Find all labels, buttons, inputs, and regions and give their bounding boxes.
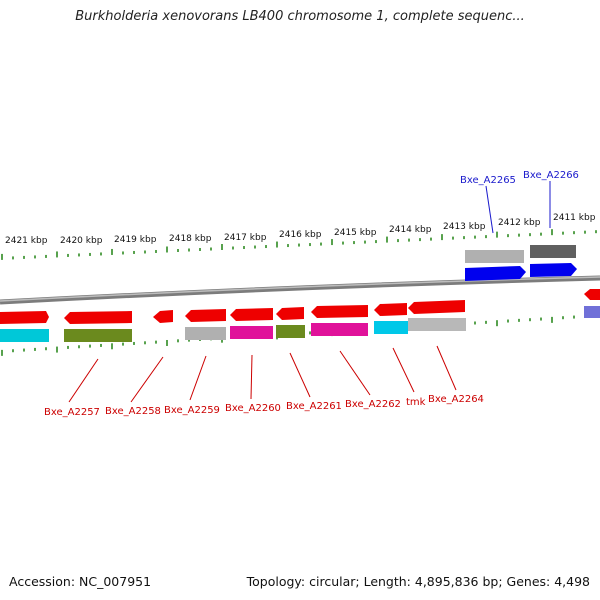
accession-text: Accession: NC_007951 [9, 574, 152, 589]
feature-box[interactable] [584, 306, 600, 318]
gene-arrow[interactable] [276, 307, 304, 320]
gene-arrow[interactable] [311, 305, 368, 318]
kbp-labels: 2421 kbp 2420 kbp 2419 kbp 2418 kbp 2417 kbp… [5, 213, 596, 246]
gene-labels: Bxe_A2257 Bxe_A2258 Bxe_A2259 Bxe_A2260 … [44, 170, 579, 418]
gene-arrow[interactable] [185, 309, 226, 322]
gene-label[interactable]: Bxe_A2264 [428, 394, 484, 405]
gene-arrow[interactable] [530, 263, 577, 277]
chromosome-backbone [0, 275, 600, 305]
kbp-label: 2420 kbp [60, 236, 103, 246]
map-title: Burkholderia xenovorans LB400 chromosome… [75, 9, 525, 24]
feature-row-secondary [0, 306, 600, 342]
label-leaders [68, 345, 457, 403]
kbp-label: 2414 kbp [389, 225, 432, 235]
kbp-label: 2416 kbp [279, 230, 322, 240]
gene-arrow[interactable] [584, 289, 600, 300]
gene-arrow[interactable] [153, 310, 173, 323]
gene-label[interactable]: Bxe_A2265 [460, 175, 516, 186]
gene-label[interactable]: Bxe_A2258 [105, 406, 161, 417]
label-leaders-blue [485, 181, 551, 234]
feature-box[interactable] [230, 326, 273, 339]
feature-row-reverse [465, 245, 577, 281]
kbp-label: 2412 kbp [498, 218, 541, 228]
feature-box[interactable] [0, 329, 49, 342]
gene-arrow[interactable] [230, 308, 273, 321]
kbp-label: 2418 kbp [169, 234, 212, 244]
gene-arrow[interactable] [465, 266, 526, 281]
feature-box[interactable] [276, 325, 305, 338]
gene-arrow[interactable] [64, 311, 132, 324]
gene-label[interactable]: Bxe_A2259 [164, 405, 220, 416]
kbp-label: 2417 kbp [224, 233, 267, 243]
kbp-label: 2421 kbp [5, 236, 48, 246]
gene-label[interactable]: tmk [406, 397, 426, 408]
kbp-label: 2419 kbp [114, 235, 157, 245]
gene-label[interactable]: Bxe_A2262 [345, 399, 401, 410]
gene-label[interactable]: Bxe_A2261 [286, 401, 342, 412]
feature-box[interactable] [408, 318, 466, 331]
feature-box[interactable] [64, 329, 132, 342]
feature-box[interactable] [530, 245, 576, 258]
gene-label[interactable]: Bxe_A2257 [44, 407, 100, 418]
tick-marks-top [1, 229, 597, 260]
gene-label[interactable]: Bxe_A2266 [523, 170, 579, 181]
gene-arrow[interactable] [408, 300, 465, 314]
kbp-label: 2411 kbp [553, 213, 596, 223]
gene-label[interactable]: Bxe_A2260 [225, 403, 281, 414]
genome-summary-text: Topology: circular; Length: 4,895,836 bp… [246, 574, 590, 589]
feature-box[interactable] [465, 250, 524, 263]
feature-box[interactable] [374, 321, 408, 334]
kbp-label: 2415 kbp [334, 228, 377, 238]
gene-arrow[interactable] [374, 303, 407, 316]
feature-box[interactable] [185, 327, 226, 340]
gene-arrow[interactable] [0, 311, 49, 324]
kbp-label: 2413 kbp [443, 222, 486, 232]
feature-box[interactable] [311, 323, 368, 336]
feature-row-forward [0, 289, 600, 324]
